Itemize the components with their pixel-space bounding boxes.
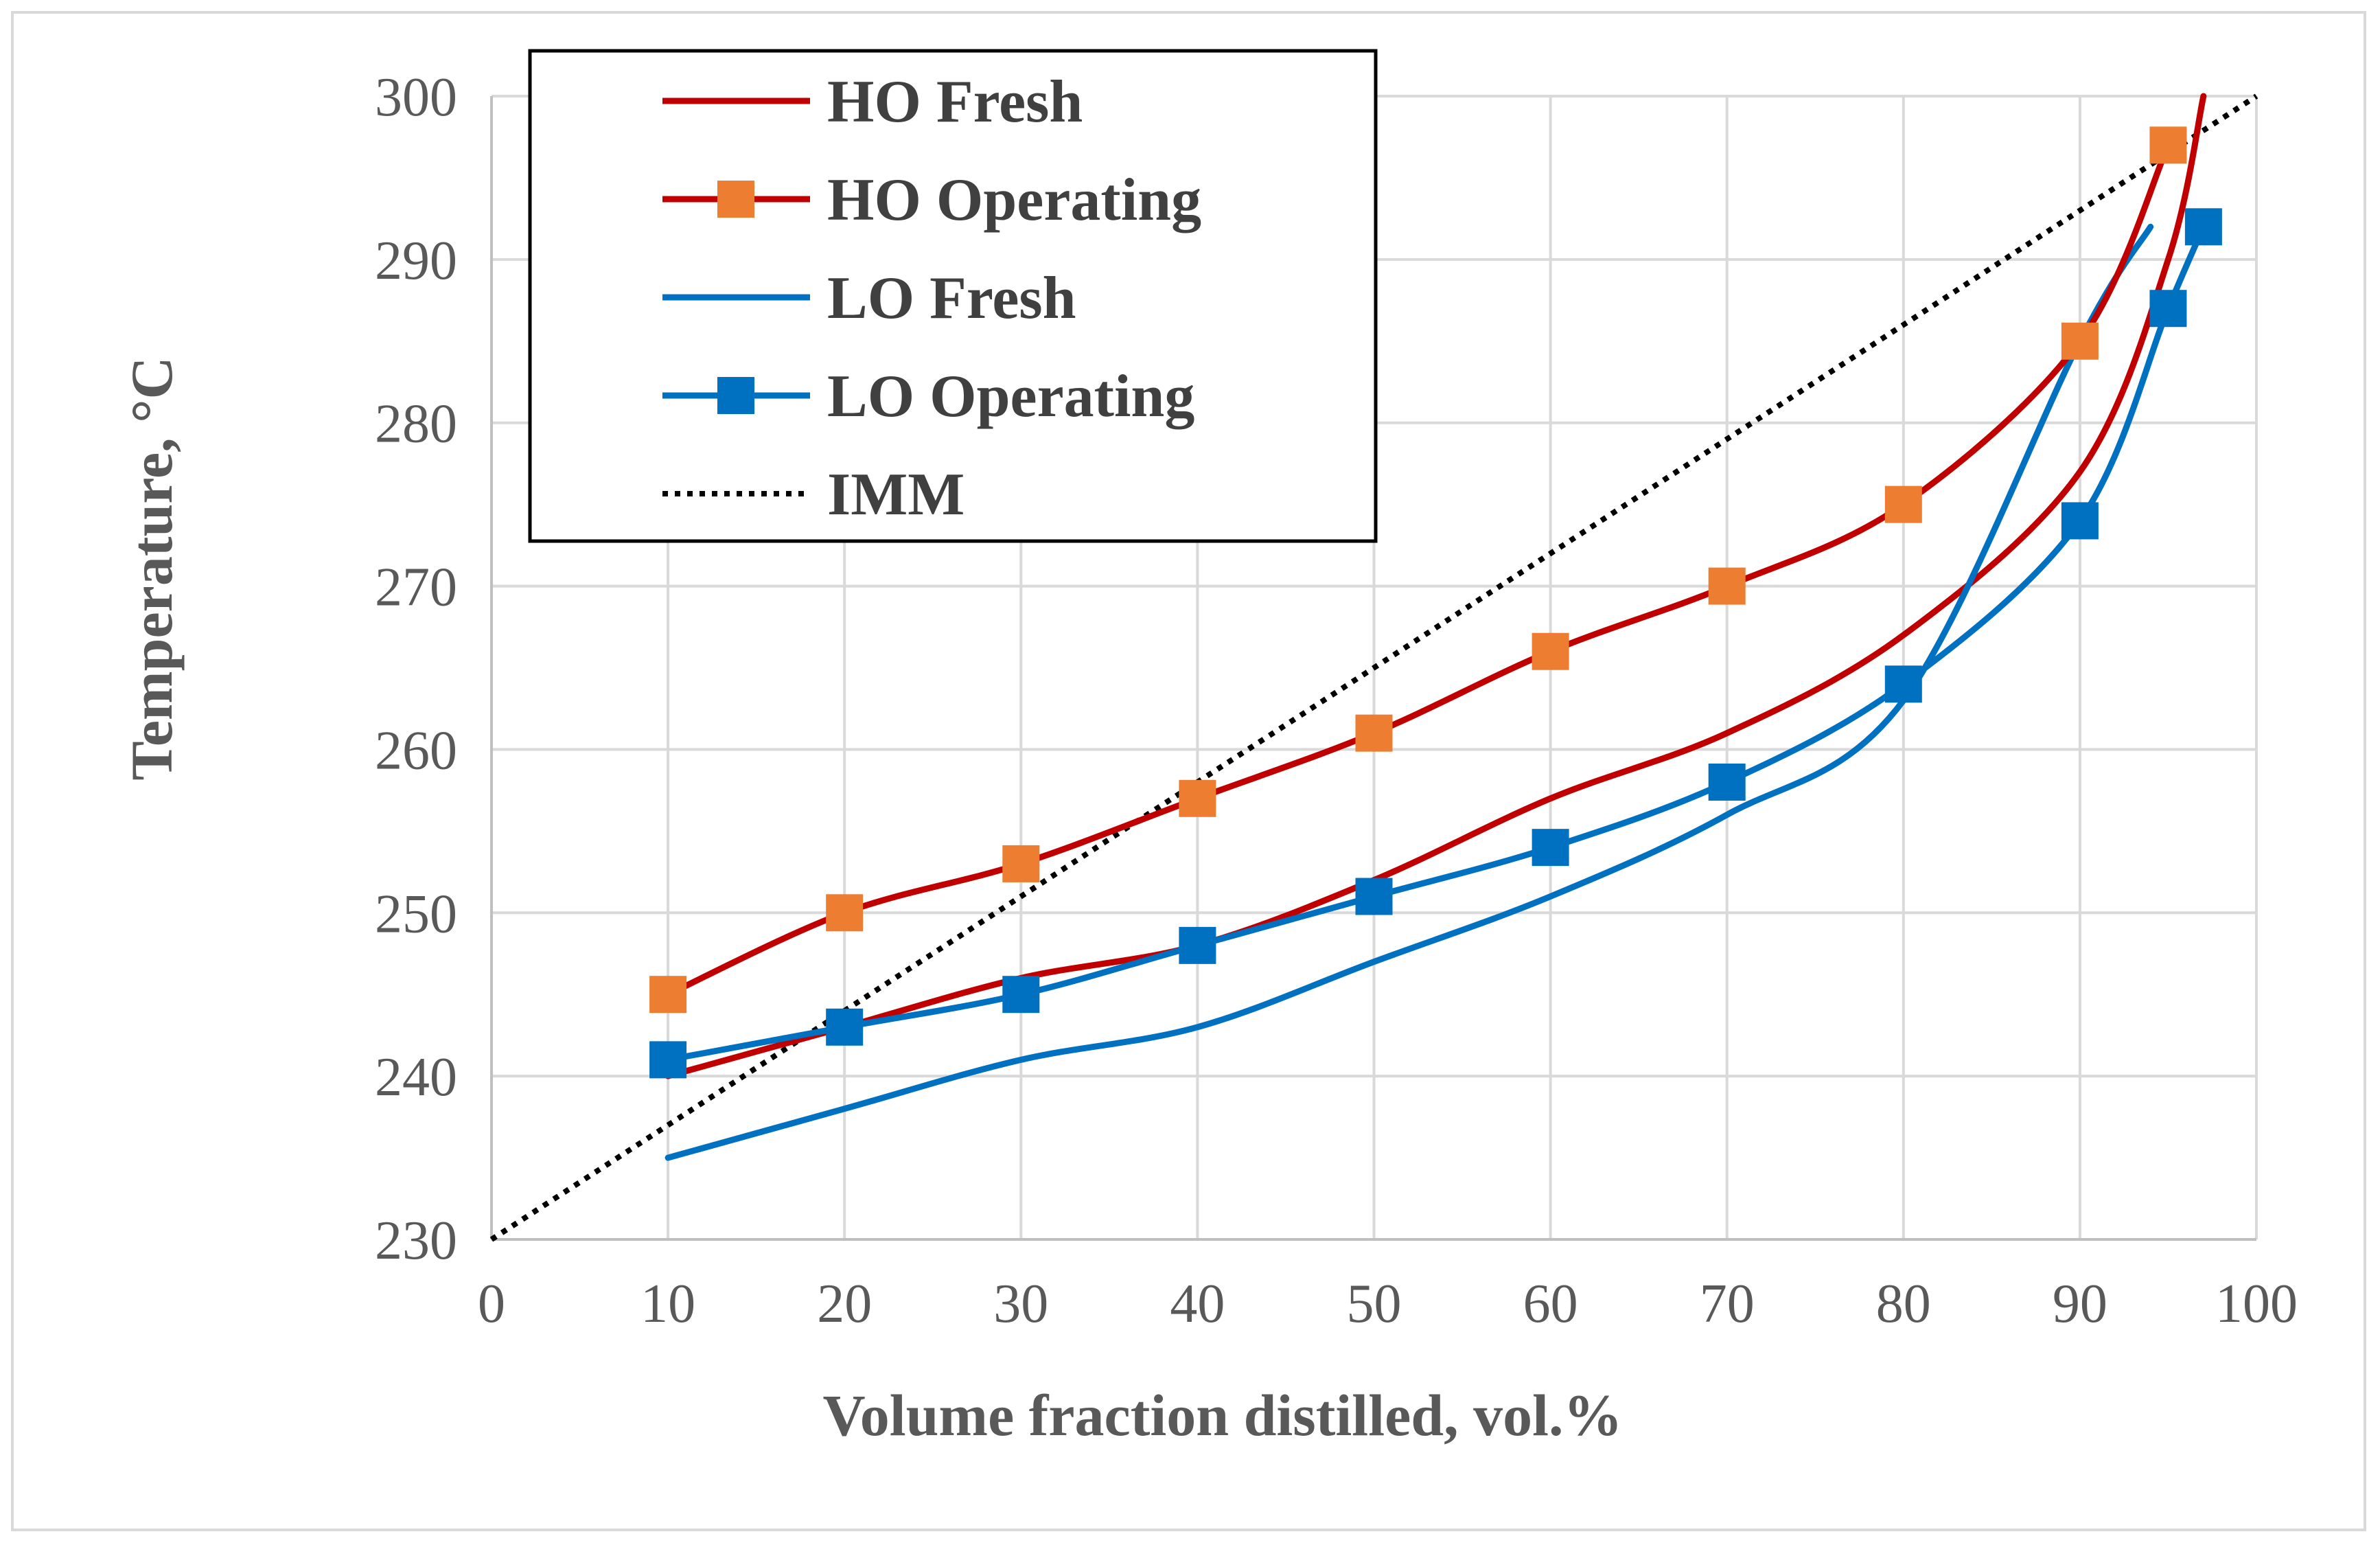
legend-item-lo-operating: LO Operating bbox=[662, 363, 1194, 430]
series-line-ho-fresh bbox=[665, 93, 2207, 1079]
data-point-lo-operating bbox=[649, 1041, 687, 1079]
data-point-ho-operating bbox=[649, 976, 687, 1014]
data-point-ho-operating bbox=[2149, 126, 2187, 164]
x-tick-label: 90 bbox=[2053, 1274, 2107, 1334]
y-tick-label: 230 bbox=[375, 1211, 457, 1271]
data-point-lo-operating bbox=[1884, 665, 1922, 703]
tick-labels: 0 10 20 30 40 50 60 70 80 90 100 230 240 250 260 270 280… bbox=[375, 67, 2298, 1334]
legend-label: LO Fresh bbox=[827, 265, 1076, 332]
series-line-ho-operating bbox=[665, 141, 2171, 998]
x-tick-label: 20 bbox=[817, 1274, 872, 1334]
series-line-imm bbox=[489, 93, 2258, 1242]
legend-item-ho-operating: HO Operating bbox=[662, 167, 1201, 233]
series-line-lo-fresh bbox=[665, 223, 2154, 1161]
legend-swatch-marker bbox=[717, 181, 754, 218]
legend-swatch-marker bbox=[717, 377, 754, 414]
y-tick-label: 300 bbox=[375, 67, 457, 128]
data-point-lo-operating bbox=[1532, 829, 1569, 867]
series-lo-operating bbox=[649, 208, 2222, 1079]
data-point-lo-operating bbox=[2149, 290, 2187, 328]
x-tick-label: 60 bbox=[1523, 1274, 1578, 1334]
data-point-ho-operating bbox=[1355, 714, 1393, 752]
y-tick-label: 290 bbox=[375, 231, 457, 291]
x-tick-label: 0 bbox=[478, 1274, 505, 1334]
legend-label: HO Operating bbox=[827, 167, 1201, 233]
legend-item-imm: IMM bbox=[662, 461, 964, 528]
data-point-lo-operating bbox=[826, 1008, 864, 1046]
y-tick-label: 270 bbox=[375, 558, 457, 618]
data-point-ho-operating bbox=[1884, 485, 1922, 523]
data-point-ho-operating bbox=[2061, 322, 2099, 360]
x-tick-label: 70 bbox=[1700, 1274, 1755, 1334]
data-point-ho-operating bbox=[826, 894, 864, 932]
y-tick-label: 250 bbox=[375, 884, 457, 944]
legend-label: IMM bbox=[827, 461, 964, 528]
legend-label: HO Fresh bbox=[827, 69, 1083, 135]
legend-item-lo-fresh: LO Fresh bbox=[662, 265, 1076, 332]
data-point-lo-operating bbox=[1179, 926, 1216, 964]
data-point-ho-operating bbox=[1179, 779, 1216, 817]
data-point-lo-operating bbox=[1002, 976, 1040, 1014]
data-point-ho-operating bbox=[1532, 632, 1569, 670]
series-imm bbox=[489, 93, 2258, 1242]
x-tick-label: 80 bbox=[1876, 1274, 1931, 1334]
data-point-lo-operating bbox=[1355, 878, 1393, 915]
y-tick-label: 280 bbox=[375, 394, 457, 455]
data-point-lo-operating bbox=[1708, 764, 1746, 801]
legend-item-ho-fresh: HO Fresh bbox=[662, 69, 1083, 135]
y-tick-label: 240 bbox=[375, 1047, 457, 1108]
data-point-ho-operating bbox=[1002, 845, 1040, 882]
data-point-lo-operating bbox=[2061, 502, 2099, 540]
series-lo-fresh bbox=[665, 223, 2154, 1161]
x-tick-label: 40 bbox=[1170, 1274, 1225, 1334]
x-tick-label: 50 bbox=[1347, 1274, 1402, 1334]
x-axis-title: Volume fraction distilled, vol.% bbox=[823, 1382, 1623, 1448]
series-layer bbox=[489, 93, 2258, 1242]
axes bbox=[490, 96, 2256, 1241]
data-point-ho-operating bbox=[1708, 567, 1746, 605]
legend: HO Fresh HO Operating LO Fresh LO Operating… bbox=[528, 49, 1378, 543]
y-tick-label: 260 bbox=[375, 720, 457, 781]
x-tick-label: 10 bbox=[640, 1274, 695, 1334]
series-ho-operating bbox=[649, 126, 2187, 1014]
x-tick-label: 100 bbox=[2215, 1274, 2298, 1334]
series-ho-fresh bbox=[665, 93, 2207, 1079]
legend-label: LO Operating bbox=[827, 363, 1194, 430]
x-tick-label: 30 bbox=[993, 1274, 1048, 1334]
y-axis-title: Temperature, °C bbox=[119, 356, 185, 780]
data-point-lo-operating bbox=[2184, 208, 2222, 246]
